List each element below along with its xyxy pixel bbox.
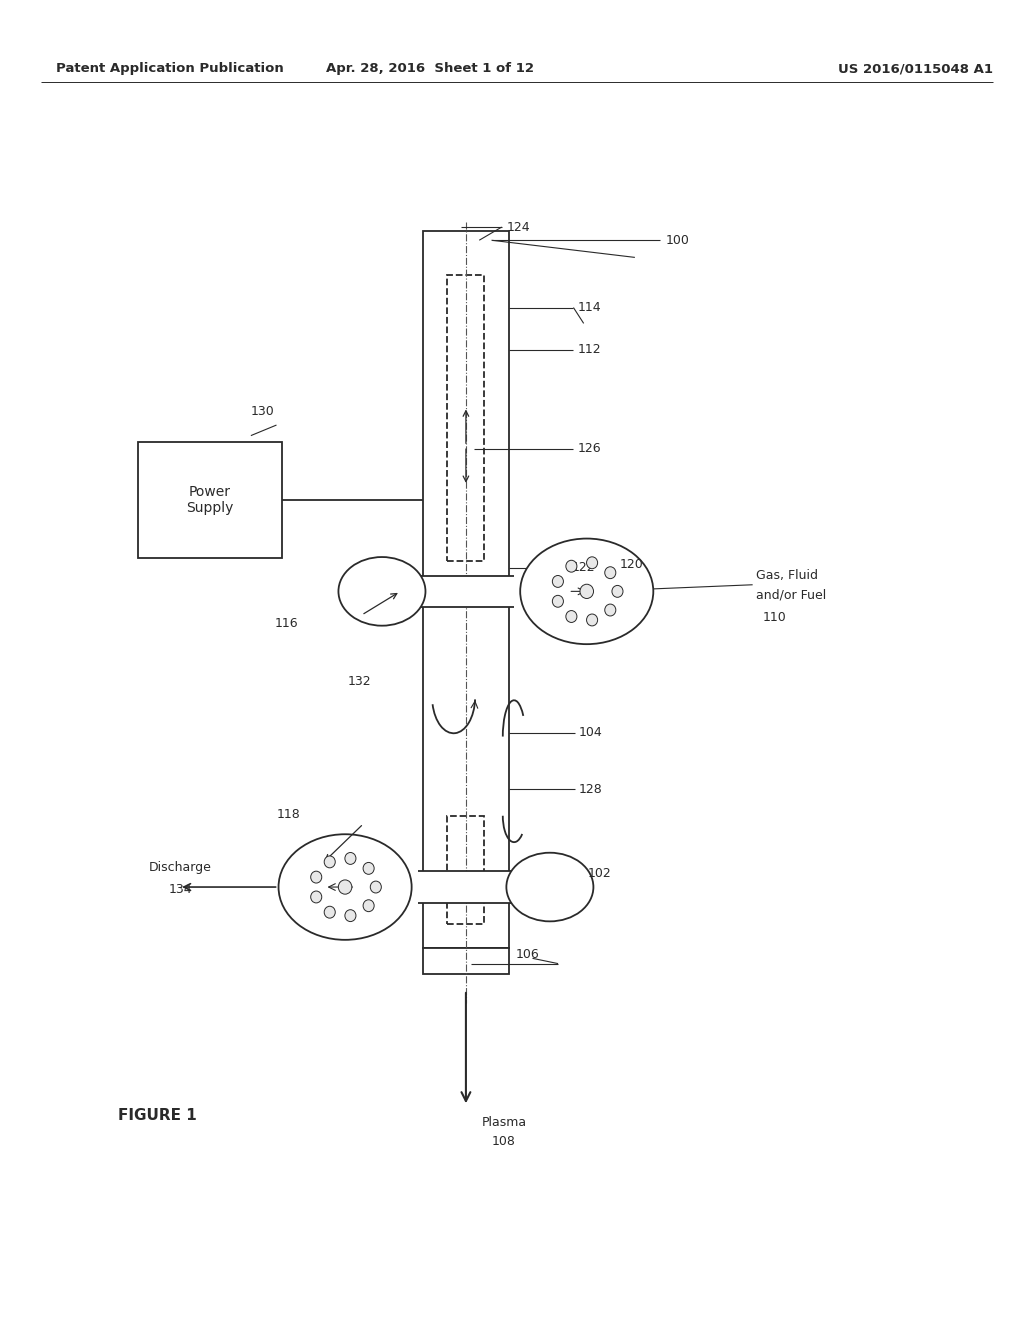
Ellipse shape	[338, 880, 352, 894]
Text: 108: 108	[492, 1135, 515, 1148]
Ellipse shape	[364, 862, 374, 874]
Text: 126: 126	[578, 442, 601, 455]
Text: 100: 100	[666, 234, 689, 247]
Ellipse shape	[345, 853, 356, 865]
Text: 134: 134	[169, 883, 193, 896]
Ellipse shape	[520, 539, 653, 644]
Text: Discharge: Discharge	[148, 861, 211, 874]
Ellipse shape	[371, 882, 381, 894]
Ellipse shape	[587, 614, 598, 626]
Ellipse shape	[310, 891, 322, 903]
Ellipse shape	[325, 855, 335, 867]
Ellipse shape	[310, 871, 322, 883]
Bar	[418, 871, 514, 903]
Ellipse shape	[587, 557, 598, 569]
Text: 114: 114	[578, 301, 601, 314]
Ellipse shape	[325, 907, 335, 919]
Text: Power
Supply: Power Supply	[186, 486, 233, 515]
Text: US 2016/0115048 A1: US 2016/0115048 A1	[839, 62, 993, 75]
Text: Gas, Fluid: Gas, Fluid	[756, 569, 818, 582]
Ellipse shape	[507, 853, 594, 921]
Text: 116: 116	[274, 616, 298, 630]
Bar	[423, 948, 509, 974]
Ellipse shape	[605, 605, 615, 616]
Ellipse shape	[364, 900, 374, 912]
Text: 122: 122	[571, 561, 595, 574]
Text: Plasma: Plasma	[481, 1115, 526, 1129]
Ellipse shape	[552, 595, 563, 607]
Bar	[418, 576, 514, 607]
Text: 130: 130	[251, 405, 274, 418]
Bar	[423, 231, 509, 587]
Text: 124: 124	[507, 220, 530, 234]
Text: 118: 118	[276, 808, 300, 821]
Bar	[447, 275, 484, 561]
Bar	[138, 442, 282, 558]
Text: and/or Fuel: and/or Fuel	[756, 589, 826, 602]
Text: Apr. 28, 2016  Sheet 1 of 12: Apr. 28, 2016 Sheet 1 of 12	[326, 62, 535, 75]
Text: FIGURE 1: FIGURE 1	[118, 1107, 197, 1123]
Text: 102: 102	[588, 867, 611, 880]
Ellipse shape	[566, 611, 577, 623]
Text: 110: 110	[763, 611, 786, 624]
Ellipse shape	[605, 566, 615, 578]
Text: Patent Application Publication: Patent Application Publication	[56, 62, 284, 75]
Ellipse shape	[580, 585, 594, 598]
Text: 104: 104	[579, 726, 602, 739]
Ellipse shape	[612, 585, 623, 597]
Text: 132: 132	[348, 675, 372, 688]
Text: 112: 112	[578, 343, 601, 356]
Ellipse shape	[338, 557, 426, 626]
Ellipse shape	[566, 560, 577, 572]
Text: 120: 120	[620, 558, 643, 572]
Ellipse shape	[345, 909, 356, 921]
Bar	[423, 591, 509, 948]
Text: 106: 106	[516, 948, 540, 961]
Ellipse shape	[279, 834, 412, 940]
Bar	[447, 816, 484, 924]
Ellipse shape	[552, 576, 563, 587]
Text: 128: 128	[579, 783, 602, 796]
